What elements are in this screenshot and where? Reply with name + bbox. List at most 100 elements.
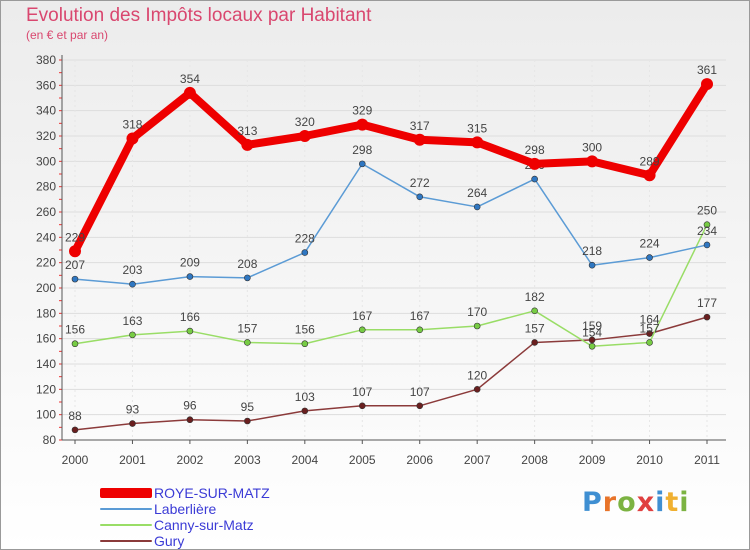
data-label: 289	[640, 154, 660, 168]
legend-label: Gury	[154, 533, 185, 549]
y-tick-label: 280	[36, 180, 56, 194]
data-label: 234	[697, 224, 717, 238]
data-point	[358, 402, 366, 410]
y-tick-label: 200	[36, 281, 56, 295]
y-tick-label: 220	[36, 256, 56, 270]
data-label: 208	[237, 257, 257, 271]
y-tick-label: 300	[36, 154, 56, 168]
data-point	[301, 249, 309, 256]
data-label: 320	[295, 115, 315, 129]
data-point	[643, 169, 656, 182]
y-tick-label: 80	[43, 433, 57, 447]
chart-subtitle: (en € et par an)	[26, 28, 109, 42]
data-label: 207	[65, 258, 85, 272]
y-tick-label: 340	[36, 104, 56, 118]
data-label: 218	[582, 244, 602, 258]
data-label: 103	[295, 390, 315, 404]
chart-title: Evolution des Impôts locaux par Habitant	[26, 5, 372, 26]
y-tick-label: 160	[36, 332, 56, 346]
data-label: 228	[295, 232, 315, 246]
data-label: 163	[122, 314, 142, 328]
data-point	[701, 78, 713, 91]
data-point	[646, 339, 653, 346]
data-point	[531, 339, 538, 346]
data-label: 170	[467, 305, 487, 319]
x-tick-label: 2011	[694, 453, 720, 467]
x-tick-label: 2010	[636, 453, 663, 467]
data-label: 177	[697, 296, 717, 310]
data-point	[298, 130, 311, 142]
y-tick-label: 380	[36, 53, 56, 67]
data-label: 167	[352, 309, 372, 323]
series-line	[71, 80, 711, 256]
proxiti-logo: Proxiti	[582, 487, 690, 518]
y-tick-label: 320	[36, 129, 56, 143]
data-point	[301, 407, 309, 415]
data-point	[129, 331, 136, 339]
y-tick-label: 360	[36, 78, 56, 92]
data-point	[186, 327, 194, 335]
data-label: 361	[697, 63, 717, 77]
y-tick-label: 140	[36, 357, 56, 371]
legend-swatch	[100, 524, 152, 526]
data-point	[703, 241, 711, 249]
y-tick-label: 240	[36, 230, 56, 244]
data-label: 318	[122, 118, 142, 132]
data-point	[646, 254, 653, 261]
data-label: 313	[237, 124, 257, 138]
data-label: 300	[582, 140, 602, 154]
data-label: 167	[410, 309, 430, 323]
x-tick-label: 2007	[464, 453, 491, 467]
data-point	[586, 155, 599, 168]
x-tick-label: 2005	[349, 453, 376, 467]
data-label: 224	[640, 237, 660, 251]
legend-swatch	[100, 488, 152, 498]
x-tick-label: 2002	[177, 453, 204, 467]
data-point	[473, 322, 481, 330]
data-point	[473, 203, 481, 211]
data-label: 156	[295, 323, 315, 337]
data-label: 107	[352, 385, 372, 399]
data-point	[244, 274, 251, 282]
data-label: 88	[68, 409, 82, 423]
data-label: 250	[697, 204, 717, 218]
data-label: 209	[180, 256, 200, 270]
data-label: 272	[410, 176, 430, 190]
data-label: 159	[582, 319, 602, 333]
x-tick-label: 2006	[406, 453, 433, 467]
data-label: 182	[525, 290, 545, 304]
data-point	[126, 132, 139, 145]
data-point	[588, 261, 596, 269]
data-label: 154	[582, 325, 602, 339]
data-label: 317	[410, 119, 430, 133]
data-label: 298	[525, 143, 545, 157]
data-point	[358, 160, 366, 168]
data-point	[473, 386, 481, 393]
data-label: 264	[467, 186, 487, 200]
data-label: 107	[410, 385, 430, 399]
data-point	[703, 221, 711, 228]
data-label: 298	[352, 143, 372, 157]
data-point	[416, 326, 424, 334]
data-point	[69, 245, 81, 258]
legend-label: ROYE-SUR-MATZ	[154, 485, 270, 501]
x-tick-label: 2009	[579, 453, 606, 467]
data-label: 315	[467, 121, 487, 135]
data-point	[471, 136, 484, 149]
y-tick-label: 120	[36, 382, 56, 396]
data-point	[71, 275, 79, 283]
data-label: 164	[640, 313, 660, 327]
data-point	[186, 273, 194, 280]
x-tick-label: 2001	[119, 453, 146, 467]
data-label: 354	[180, 72, 200, 86]
data-point	[129, 280, 136, 288]
data-label: 157	[640, 321, 660, 335]
legend-label: Canny-sur-Matz	[154, 517, 254, 533]
data-label: 229	[65, 230, 85, 244]
data-label: 156	[65, 323, 85, 337]
data-point	[244, 417, 251, 425]
data-label: 96	[183, 399, 197, 413]
legend-swatch	[100, 508, 152, 510]
data-label: 329	[352, 104, 372, 118]
